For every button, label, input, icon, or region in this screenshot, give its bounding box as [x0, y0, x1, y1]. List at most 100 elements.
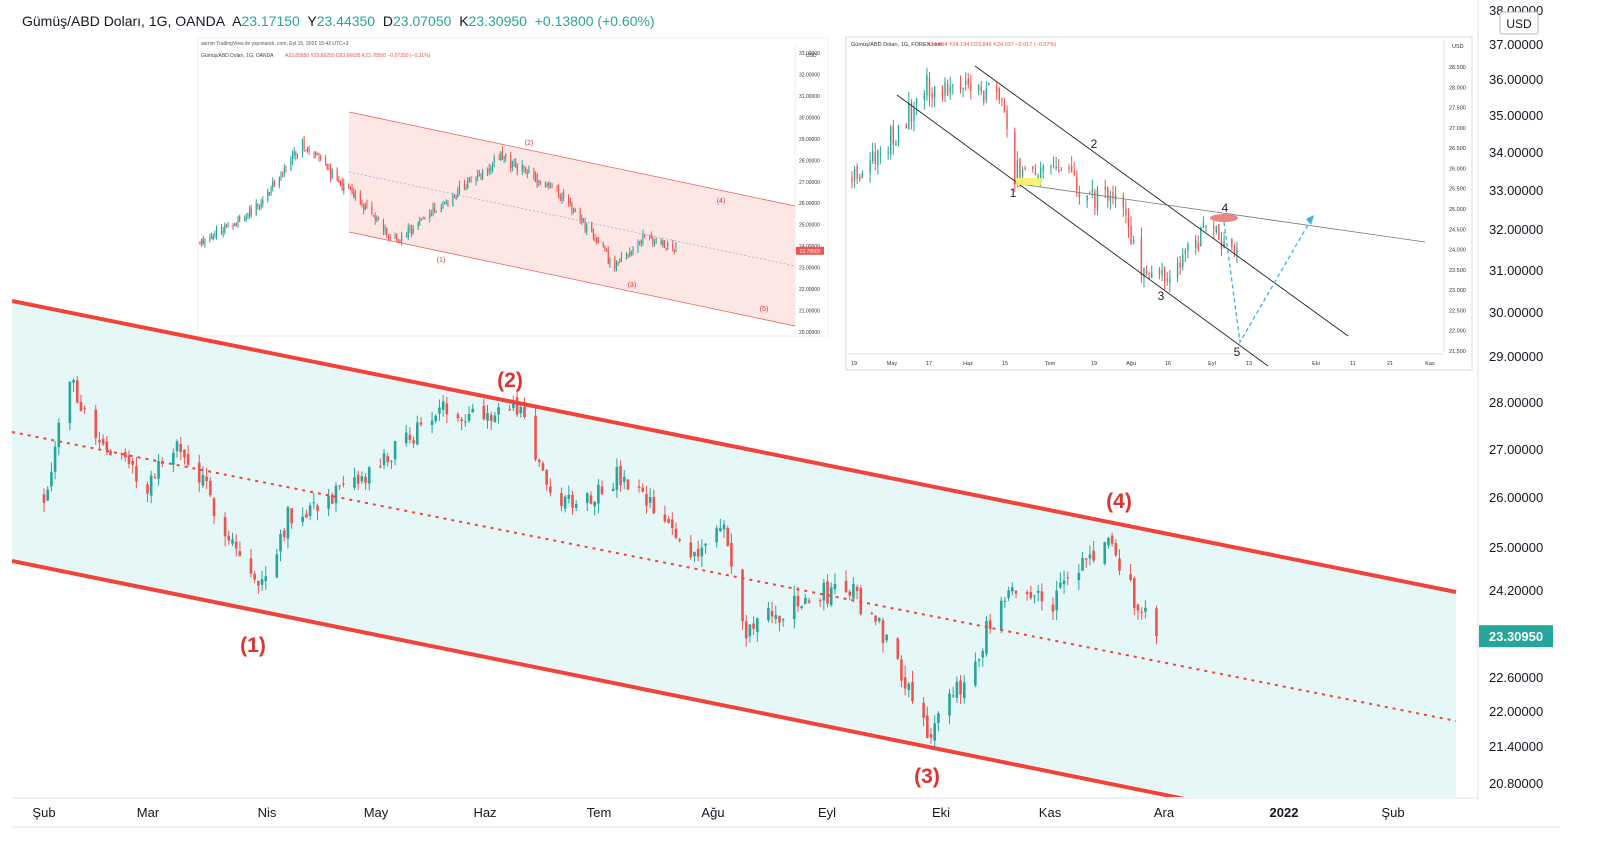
inset1-candle-body [249, 208, 251, 217]
main-candle-body [741, 569, 744, 622]
inset1-candle-body [339, 181, 342, 183]
main-candle-body [227, 535, 231, 541]
inset1-wave-label: (5) [760, 306, 769, 313]
main-candle-body [186, 454, 190, 465]
inset2-candle-body [877, 150, 879, 166]
inset2-time-tick: 21 [1387, 361, 1393, 367]
main-candle-body [962, 682, 966, 698]
inset2-candle-body [964, 81, 967, 85]
main-candle-body [1062, 580, 1066, 585]
main-candle-body [98, 440, 101, 443]
inset2-wave-label: 3 [1158, 289, 1165, 303]
inset1-candle-body [468, 179, 470, 181]
main-candle-body [833, 584, 837, 590]
inset1-candle-body [503, 157, 505, 159]
inset2-candle-body [1089, 192, 1091, 194]
main-candle-body [512, 400, 515, 409]
inset2-price-tick: 28.000 [1449, 85, 1466, 91]
inset1-candle-body [389, 235, 391, 240]
main-candle-body [471, 408, 475, 413]
inset2-currency: USD [1452, 44, 1464, 50]
inset1-candle-body [561, 193, 563, 201]
main-candle-body [903, 677, 907, 689]
inset1-candle-body [424, 218, 426, 220]
inset2-candle-body [1050, 166, 1052, 168]
inset1-price-tick: 25.00000 [799, 223, 820, 229]
inset2-candle-body [1231, 238, 1233, 247]
main-candle-body [419, 422, 423, 425]
inset1-price-tick: 23.00000 [799, 266, 820, 272]
inset1-candle-body [574, 209, 576, 212]
main-candle-body [253, 573, 256, 580]
main-candle-body [622, 476, 626, 482]
main-candle-body [1118, 558, 1121, 571]
inset1-price-tick: 28.00000 [799, 158, 820, 164]
main-plot [12, 299, 1457, 797]
inset1-candle-body [663, 241, 665, 248]
inset2-price-tick: 28.500 [1449, 65, 1466, 71]
main-candle-body [105, 441, 109, 451]
wave-label: (4) [1106, 490, 1132, 513]
price-tick: 28.00000 [1489, 395, 1543, 410]
inset2-candle-body [1176, 262, 1179, 278]
inset1-candle-body [220, 227, 223, 235]
inset2-candle-body [851, 177, 853, 183]
inset1-candle-body [245, 216, 247, 221]
inset1-candle-body [295, 152, 297, 156]
wave-label: (3) [914, 765, 940, 788]
inset2-price-tick: 23.000 [1449, 288, 1466, 294]
inset2-candle-body [962, 88, 964, 90]
main-candle-body [386, 456, 390, 463]
low-label: D [382, 13, 394, 29]
inset2-candle-body [892, 125, 895, 145]
inset1-source: asrnm TradingView ile yayınlandı, com, E… [201, 41, 349, 47]
main-candle-body [571, 494, 574, 508]
main-candle-body [135, 466, 138, 482]
inset2-price-tick: 26.500 [1449, 146, 1466, 152]
price-tick: 37.00000 [1489, 37, 1543, 52]
inset1-candle-body [521, 165, 523, 172]
inset2-time-tick: 17 [926, 361, 932, 367]
inset1-candle-body [501, 150, 504, 160]
inset1-candle-body [672, 244, 674, 249]
inset2-red-marker [1210, 214, 1238, 222]
main-candle-body [744, 621, 748, 639]
inset2-candle-body [890, 127, 892, 155]
inset2-candle-body [952, 84, 954, 86]
inset1-candle-body [303, 140, 305, 150]
main-candle-body [330, 494, 334, 504]
inset1-price-label: 23.78500 [800, 249, 821, 255]
inset2-candle-body [874, 152, 876, 164]
inset1-candle-body [305, 149, 307, 151]
main-candle-body [574, 504, 578, 508]
inset1-candle-body [569, 200, 571, 204]
inset1-channel-fill [349, 112, 795, 326]
main-candle-body [264, 576, 268, 582]
inset1-candle-body [215, 227, 218, 236]
inset1-candle-body [336, 169, 338, 180]
inset2-candle-body [1223, 241, 1225, 248]
main-candle-body [515, 397, 519, 415]
inset1-candle-body [330, 168, 332, 178]
inset1-candle-body [581, 218, 583, 222]
inset2-candle-body [1158, 270, 1161, 274]
inset1-candle-body [351, 188, 353, 194]
inset1-candle-body [584, 221, 586, 231]
inset1-price-tick: 26.00000 [799, 201, 820, 207]
inset2-price-tick: 27.500 [1449, 106, 1466, 112]
main-candle-body [205, 476, 208, 482]
main-candle-body [497, 407, 500, 415]
inset1-price-tick: 20.00000 [799, 330, 820, 336]
main-candle-body [877, 618, 881, 621]
main-candle-body [885, 634, 888, 641]
inset2-time-tick: Eyl [1208, 361, 1216, 367]
inset1-candle-body [602, 243, 604, 247]
inset2-yellow-marker [1016, 178, 1042, 185]
inset1-candle-body [455, 197, 457, 199]
inset2-candle-body [988, 82, 990, 86]
time-tick: 2022 [1270, 805, 1299, 820]
main-candle-body [238, 551, 242, 556]
inset2-time-tick: Tem [1045, 361, 1056, 367]
main-candle-body [94, 409, 98, 439]
